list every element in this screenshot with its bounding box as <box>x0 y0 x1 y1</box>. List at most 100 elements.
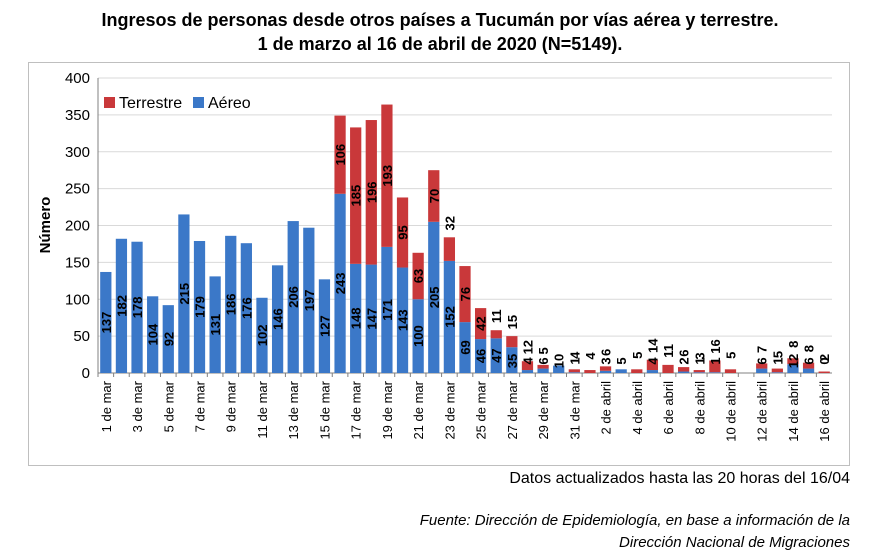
bar-aereo <box>287 221 299 373</box>
data-label-aereo: 146 <box>271 308 286 330</box>
data-label-aereo: 100 <box>411 325 426 347</box>
x-tick-label: 25 de mar <box>474 380 489 439</box>
bar-aereo <box>537 368 549 373</box>
x-tick-label: 12 de abril <box>755 381 770 442</box>
data-label-terrestre: 193 <box>380 165 395 187</box>
bar-aereo <box>256 297 268 373</box>
y-tick-label: 250 <box>65 181 90 198</box>
source-line-1: Fuente: Dirección de Epidemiología, en b… <box>419 512 850 529</box>
data-label-terrestre: 63 <box>411 269 426 283</box>
data-label-terrestre: 70 <box>427 189 442 203</box>
bar-terrestre <box>709 360 721 373</box>
y-tick-label: 50 <box>73 328 90 345</box>
chart-frame <box>28 62 850 466</box>
bar-aereo <box>802 368 815 373</box>
x-tick-label: 19 de mar <box>380 380 395 439</box>
bar-terrestre <box>443 237 456 261</box>
bar-aereo <box>646 370 659 373</box>
y-tick-label: 200 <box>65 218 90 235</box>
data-label-terrestre: 7 <box>755 346 770 353</box>
bar-terrestre <box>693 370 705 373</box>
data-label-terrestre: 16 <box>708 339 723 353</box>
bar-terrestre <box>506 336 518 348</box>
legend-swatch-terrestre <box>104 97 115 108</box>
x-tick-label: 1 de mar <box>99 380 114 432</box>
bar-terrestre <box>537 364 549 369</box>
data-label-aereo: 10 <box>552 354 567 368</box>
data-label-aereo: 206 <box>286 286 301 308</box>
y-tick-label: 0 <box>82 365 90 382</box>
x-tick-label: 15 de mar <box>317 380 332 439</box>
data-label-terrestre: 15 <box>505 315 520 329</box>
data-label-aereo: 4 <box>520 357 535 365</box>
data-label-terrestre: 14 <box>645 338 660 353</box>
legend-label-aereo: Aéreo <box>208 95 251 112</box>
x-tick-label: 4 de abril <box>630 381 645 435</box>
data-label-terrestre: 42 <box>474 316 489 330</box>
bar-aereo <box>506 347 518 373</box>
bar-aereo <box>787 364 799 373</box>
data-label-aereo: 6 <box>536 357 551 364</box>
bar-terrestre <box>678 367 690 372</box>
bar-terrestre <box>756 363 768 369</box>
bar-terrestre <box>350 127 362 264</box>
bar-terrestre <box>396 197 409 268</box>
bar-terrestre <box>459 266 471 323</box>
bar-aereo <box>521 370 534 373</box>
x-tick-label: 31 de mar <box>567 380 582 439</box>
data-label-aereo: 143 <box>396 309 411 331</box>
x-tick-label: 17 de mar <box>349 380 364 439</box>
x-tick-label: 3 de mar <box>130 380 145 432</box>
data-label-terrestre: 5 <box>770 351 785 358</box>
data-label-aereo: 35 <box>505 354 520 368</box>
data-label-aereo: 1 <box>708 357 723 364</box>
bar-aereo <box>615 369 627 373</box>
bar-aereo <box>428 221 440 373</box>
x-tick-label: 5 de mar <box>161 380 176 432</box>
bar-aereo <box>443 260 456 373</box>
bar-aereo <box>568 372 580 373</box>
x-tick-label: 7 de mar <box>193 380 208 432</box>
data-label-aereo: 131 <box>208 314 223 336</box>
bar-aereo <box>412 299 424 373</box>
data-label-aereo: 179 <box>193 296 208 318</box>
y-tick-label: 400 <box>65 70 90 87</box>
y-tick-label: 150 <box>65 254 90 271</box>
bar-aereo <box>599 370 612 373</box>
data-label-aereo: 69 <box>458 340 473 354</box>
legend-label-terrestre: Terrestre <box>119 95 182 112</box>
data-label-aereo: 186 <box>224 294 239 316</box>
data-label-aereo: 6 <box>755 357 770 364</box>
data-label-terrestre: 76 <box>458 287 473 301</box>
bar-aereo <box>365 264 377 373</box>
data-label-aereo: 1 <box>770 357 785 364</box>
data-label-terrestre: 5 <box>536 347 551 354</box>
bar-aereo <box>100 271 112 373</box>
bar-terrestre <box>490 330 502 339</box>
bar-aereo <box>240 243 252 373</box>
bar-aereo <box>459 322 471 373</box>
bar-aereo <box>771 372 783 373</box>
bar-aereo <box>709 372 721 373</box>
x-tick-label: 16 de abril <box>817 381 832 442</box>
data-label-terrestre: 11 <box>661 344 676 358</box>
bar-terrestre <box>474 308 487 340</box>
data-label-aereo: 176 <box>239 297 254 319</box>
data-label-aereo: 12 <box>786 354 801 368</box>
data-label-aereo: 243 <box>333 273 348 295</box>
data-label-aereo: 148 <box>349 308 364 330</box>
data-label-terrestre: 106 <box>333 144 348 166</box>
source-note: Fuente: Dirección de Epidemiología, en b… <box>370 510 850 554</box>
data-label-aereo: 0 <box>817 357 832 364</box>
bar-aereo <box>303 227 315 373</box>
data-label-aereo: 2 <box>677 357 692 364</box>
bar-aereo <box>271 265 284 373</box>
data-label-aereo: 147 <box>364 308 379 330</box>
bar-aereo <box>474 339 487 373</box>
data-label-terrestre: 95 <box>396 225 411 239</box>
bar-aereo <box>209 276 221 373</box>
data-label-aereo: 178 <box>130 297 145 319</box>
bar-terrestre <box>365 120 377 265</box>
data-label-aereo: 1 <box>692 357 707 364</box>
x-tick-label: 14 de abril <box>786 381 801 442</box>
